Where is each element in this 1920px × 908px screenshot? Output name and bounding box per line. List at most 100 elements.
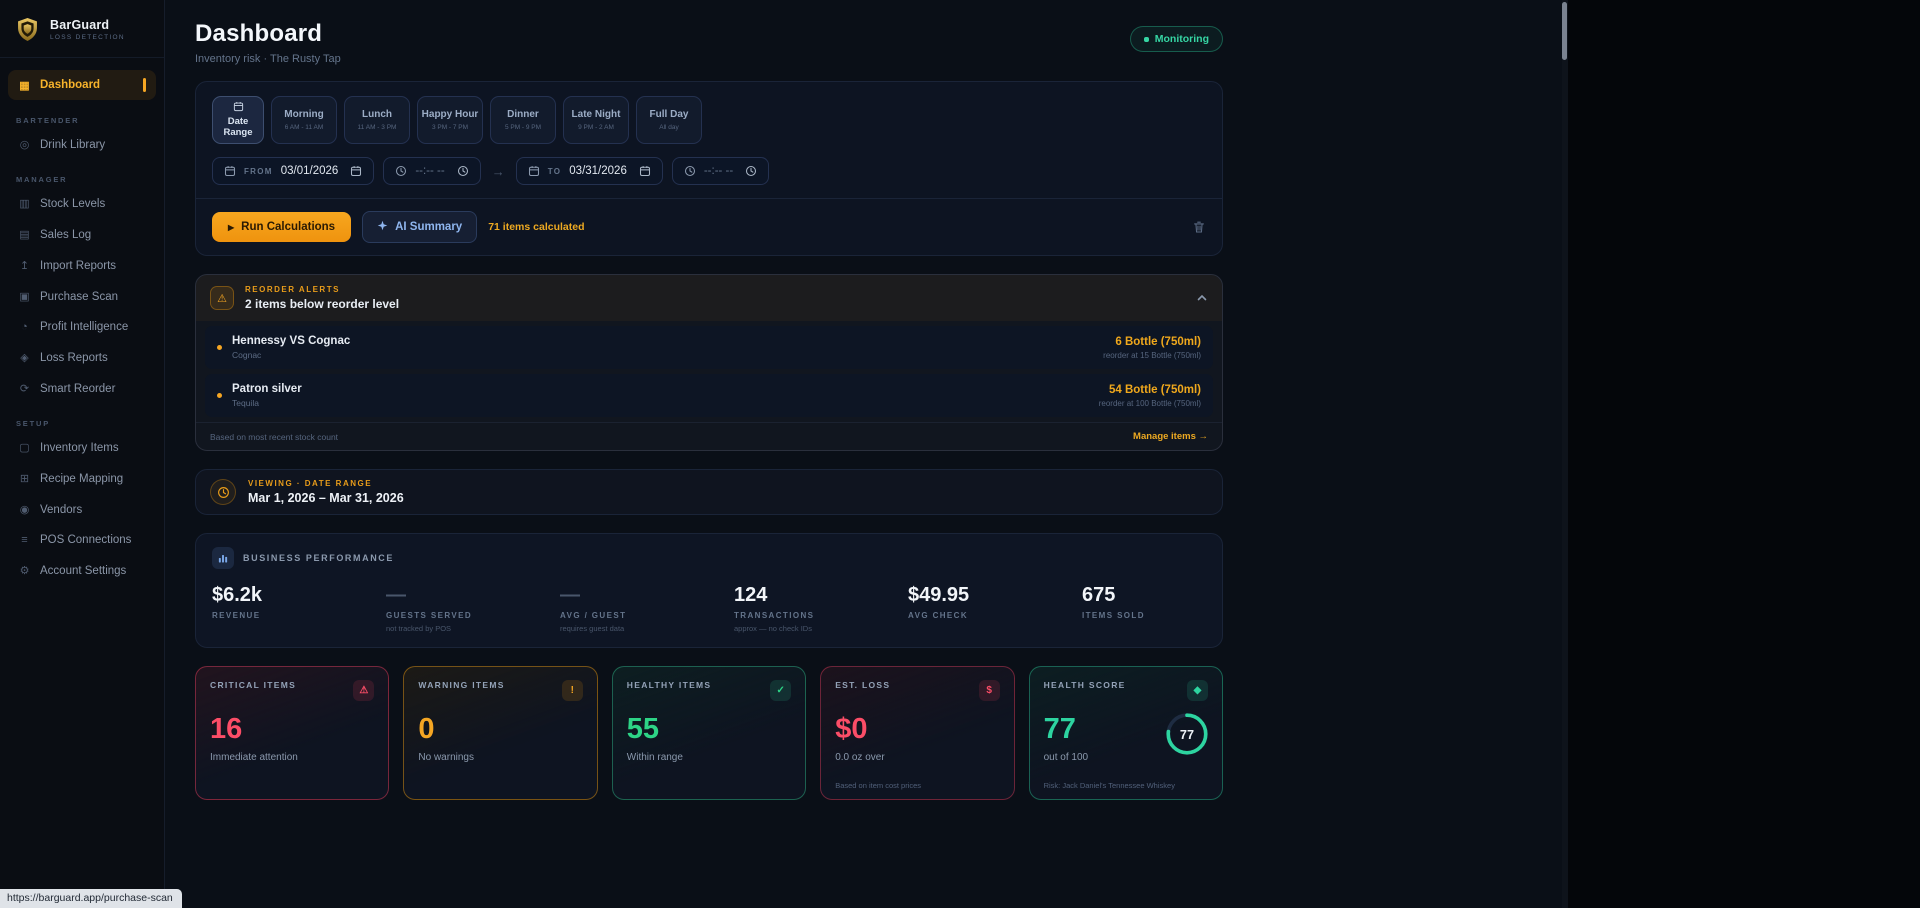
- sidebar-item-profit-intelligence[interactable]: ◔ Profit Intelligence: [8, 313, 156, 341]
- monitoring-badge: Monitoring: [1129, 26, 1223, 52]
- sidebar-item-label: Stock Levels: [40, 197, 106, 210]
- sidebar-item-label: Account Settings: [40, 564, 127, 577]
- manage-items-link[interactable]: Manage items →: [1133, 431, 1208, 442]
- sidebar-item-account-settings[interactable]: ⚙ Account Settings: [8, 556, 156, 585]
- date-picker-icon[interactable]: [350, 165, 362, 177]
- active-indicator: [143, 78, 146, 92]
- date-picker-icon[interactable]: [639, 165, 651, 177]
- app-name-block: BarGuard LOSS DETECTION: [50, 18, 125, 41]
- warning-items-card[interactable]: WARNING ITEMS ! 0 No warnings: [403, 666, 598, 800]
- card-title: WARNING ITEMS: [418, 680, 505, 690]
- actions-row: ▶ Run Calculations AI Summary 71 items c…: [212, 211, 1206, 243]
- sidebar-item-inventory-items[interactable]: ▢ Inventory Items: [8, 433, 156, 462]
- card-title: CRITICAL ITEMS: [210, 680, 297, 690]
- dollar-icon: $: [978, 680, 1000, 701]
- sidebar-item-label: Recipe Mapping: [40, 472, 124, 485]
- health-score-ring-progress: [1166, 713, 1208, 755]
- time-picker-icon[interactable]: [457, 165, 469, 177]
- preset-hours: 11 AM - 3 PM: [357, 123, 397, 131]
- stat-note: not tracked by POS: [386, 624, 452, 633]
- preset-full-day[interactable]: Full Day All day: [636, 96, 702, 144]
- viewing-label: VIEWING · DATE RANGE: [248, 479, 373, 488]
- stat-avg-check: $49.95 AVG CHECK: [908, 584, 1028, 633]
- from-date-field[interactable]: FROM 03/01/2026: [212, 157, 375, 185]
- ai-summary-button[interactable]: AI Summary: [362, 211, 478, 243]
- preset-hours: All day: [659, 123, 679, 131]
- reorder-alerts-header[interactable]: ⚠ REORDER ALERTS 2 items below reorder l…: [196, 275, 1222, 321]
- alert-item-category: Cognac: [232, 350, 262, 360]
- clock-icon: [684, 165, 696, 177]
- sidebar-item-vendors[interactable]: ◉ Vendors: [8, 495, 156, 524]
- stat-note: [1082, 624, 1202, 632]
- stock-levels-icon: ▥: [19, 198, 30, 210]
- preset-morning[interactable]: Morning 6 AM - 11 AM: [271, 96, 337, 144]
- preset-lunch[interactable]: Lunch 11 AM - 3 PM: [344, 96, 410, 144]
- alert-item-reorder-level: reorder at 15 Bottle (750ml): [1103, 350, 1201, 360]
- sidebar-item-label: Sales Log: [40, 228, 92, 241]
- card-subtext: No warnings: [418, 752, 474, 763]
- alert-item-name: Patron silver: [232, 383, 302, 395]
- preset-date-range[interactable]: Date Range: [212, 96, 264, 144]
- to-date-field[interactable]: TO 03/31/2026: [515, 157, 663, 185]
- page-header: Dashboard Inventory risk · The Rusty Tap…: [195, 20, 1223, 65]
- plug-icon: ≡: [21, 534, 28, 546]
- sidebar-item-dashboard[interactable]: ▦ Dashboard: [8, 70, 156, 100]
- cocktail-icon: ◎: [19, 139, 30, 151]
- sidebar-item-smart-reorder[interactable]: ⟳ Smart Reorder: [8, 374, 156, 403]
- preset-hours: 9 PM - 2 AM: [578, 123, 614, 131]
- preset-dinner[interactable]: Dinner 5 PM - 9 PM: [490, 96, 556, 144]
- alerts-title-block: REORDER ALERTS 2 items below reorder lev…: [245, 285, 399, 311]
- preset-happy-hour[interactable]: Happy Hour 3 PM - 7 PM: [417, 96, 483, 144]
- sidebar-item-stock-levels[interactable]: ▥ Stock Levels: [8, 189, 156, 218]
- sidebar-item-pos-connections[interactable]: ≡ POS Connections: [8, 526, 156, 554]
- calendar-icon: [233, 101, 244, 114]
- stat-avg-per-guest: — AVG / GUEST requires guest data: [560, 584, 680, 633]
- stat-value: $49.95: [908, 584, 970, 606]
- alert-item-quantity: 54 Bottle (750ml): [1108, 383, 1201, 396]
- card-value: 77: [1043, 713, 1076, 745]
- preset-label: Morning: [284, 109, 324, 121]
- divider: [196, 198, 1222, 199]
- ai-summary-label: AI Summary: [395, 221, 463, 233]
- sidebar-item-label: Inventory Items: [40, 441, 119, 454]
- card-value: 16: [210, 713, 243, 745]
- sidebar-item-purchase-scan[interactable]: ▣ Purchase Scan: [8, 282, 156, 311]
- sidebar-item-label: Vendors: [40, 503, 83, 516]
- sidebar-item-loss-reports[interactable]: ◈ Loss Reports: [8, 343, 156, 372]
- alert-icon: !: [561, 680, 583, 701]
- sidebar-item-recipe-mapping[interactable]: ⊞ Recipe Mapping: [8, 464, 156, 493]
- app-tagline: LOSS DETECTION: [50, 34, 125, 41]
- trash-icon-button[interactable]: [1192, 220, 1206, 234]
- time-picker-icon[interactable]: [745, 165, 757, 177]
- to-time-field[interactable]: --:-- --: [671, 157, 770, 185]
- run-calculations-button[interactable]: ▶ Run Calculations: [212, 212, 352, 242]
- sidebar-item-import-reports[interactable]: ↥ Import Reports: [8, 251, 156, 280]
- healthy-items-card[interactable]: HEALTHY ITEMS ✓ 55 Within range: [611, 666, 807, 800]
- app-name: BarGuard: [50, 18, 110, 32]
- estimated-loss-card[interactable]: EST. LOSS $ $0 0.0 oz over Based on item…: [820, 666, 1015, 800]
- stat-value: $6.2k: [212, 584, 263, 606]
- preset-hours: 6 AM - 11 AM: [284, 123, 324, 131]
- alert-item-info: Patron silver Tequila: [232, 383, 302, 408]
- alert-item-reorder-level: reorder at 100 Bottle (750ml): [1098, 398, 1201, 408]
- chevron-up-icon[interactable]: [1196, 292, 1208, 304]
- sidebar-item-label: Purchase Scan: [40, 290, 118, 303]
- sidebar-item-sales-log[interactable]: ▤ Sales Log: [8, 220, 156, 249]
- card-title: HEALTH SCORE: [1043, 680, 1126, 690]
- viewing-range-card: VIEWING · DATE RANGE Mar 1, 2026 – Mar 3…: [195, 469, 1223, 515]
- health-score-card[interactable]: HEALTH SCORE ◆ 77 out of 100 77 Risk: Ja…: [1028, 666, 1223, 800]
- scrollbar-thumb[interactable]: [1562, 2, 1567, 60]
- sidebar-item-drink-library[interactable]: ◎ Drink Library: [8, 130, 156, 159]
- amber-dot-icon: [217, 393, 222, 398]
- preset-late-night[interactable]: Late Night 9 PM - 2 AM: [563, 96, 629, 144]
- alert-row-hennessy-vs-cognac[interactable]: Hennessy VS Cognac Cognac 6 Bottle (750m…: [205, 326, 1213, 369]
- from-time-value: --:-- --: [415, 165, 445, 177]
- diamond-icon: ◆: [1186, 680, 1208, 701]
- amber-dot-icon: [217, 345, 222, 350]
- from-time-field[interactable]: --:-- --: [383, 157, 481, 185]
- scrollbar[interactable]: [1562, 0, 1568, 908]
- alert-item-quantity: 6 Bottle (750ml): [1115, 335, 1201, 348]
- critical-items-card[interactable]: CRITICAL ITEMS ⚠ 16 Immediate attention: [195, 666, 390, 800]
- stat-note: [212, 624, 332, 632]
- alert-row-patron-silver[interactable]: Patron silver Tequila 54 Bottle (750ml) …: [205, 374, 1213, 417]
